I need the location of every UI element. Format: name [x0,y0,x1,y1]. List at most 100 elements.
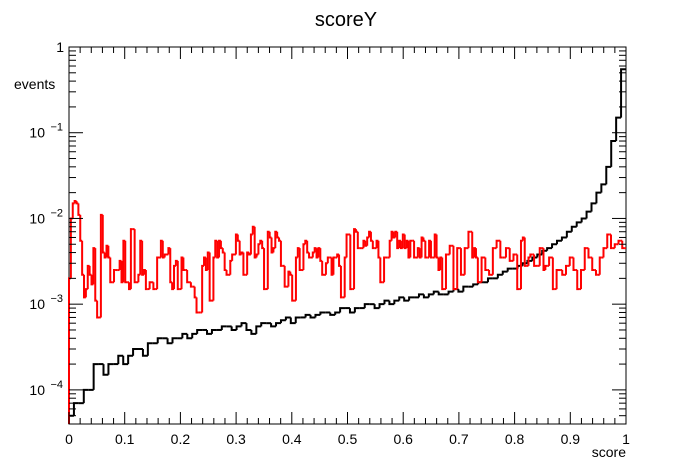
histogram-bin [408,296,415,301]
histogram-bin [144,270,148,291]
y-tick-exponent: −1 [50,122,63,134]
histogram-bin [283,265,287,288]
histogram-bin [319,311,326,315]
x-tick-label: 0.6 [393,431,413,447]
histogram-bin [225,270,229,276]
histogram-bin [210,328,217,334]
histogram-bin [186,333,193,340]
histogram-bin [501,270,508,275]
histogram-bin [117,354,124,365]
histogram-bin [444,253,448,290]
histogram-bin [279,319,286,324]
histogram-bin [363,303,370,309]
histogram-bin [289,317,296,325]
histogram-bin [148,281,152,290]
histogram-bin [521,262,528,266]
histogram-bin [279,240,283,267]
histogram-bin [182,257,186,272]
y-tick-exponent: −2 [50,207,63,219]
histogram-bin [314,313,321,318]
histogram-bin [561,270,565,276]
histogram-bin [166,338,173,345]
histogram-bin [568,256,572,266]
histogram-bin [141,348,148,357]
histogram-bin [398,296,405,301]
histogram-bin [551,243,557,249]
y-tick-label: 10 [29,296,45,312]
histogram-bin [383,299,390,305]
histogram-bin [250,329,257,335]
histogram-bin [544,264,548,271]
histogram-bin [409,239,413,258]
histogram-bin [356,231,360,250]
chart-title: scoreY [315,9,377,31]
histogram-bin [467,230,471,249]
histogram-bin [580,217,587,223]
x-tick-label: 1 [622,431,630,447]
histogram-bin [132,347,139,356]
histogram-bin [595,191,602,204]
histogram-bin [82,388,89,404]
y-axis-label: events [14,76,55,92]
x-tick-label: 0 [65,431,73,447]
histogram-bin [156,337,163,344]
histogram-bin [196,328,203,334]
histogram-bin [508,248,512,262]
histogram-bin [602,247,606,258]
histogram-bin [585,210,592,219]
histogram-bin [176,260,180,291]
histogram-bin [576,270,580,291]
histogram-bin [605,165,612,185]
histogram-bin [575,221,582,227]
histogram-bin [564,264,568,275]
axes-group: 0 0.1 0.2 0.3 0.4 0.5 0.6 0.7 0.8 0.9 110 −410 −310−… [29,39,630,447]
histogram-bin [598,256,602,275]
x-tick-label: 0.5 [338,431,358,447]
histogram-bin [393,299,400,305]
y-tick-label: 1 [56,39,64,55]
histogram-bin [448,244,452,255]
histogram-bin [610,140,617,167]
histogram-bin [107,363,114,375]
histogram-bin [208,252,212,302]
histogram-bin [551,257,555,291]
histogram-bin [606,233,610,249]
histogram-bin [231,253,235,261]
histogram-bin [610,234,613,250]
histogram-bin [621,240,625,250]
histogram-bin [495,239,499,249]
histogram-bin [255,325,262,334]
histogram-bin [308,252,311,259]
histogram-bin [538,247,542,266]
histogram-bin [555,269,559,290]
x-tick-label: 0.1 [115,431,135,447]
histogram-bin [512,253,516,261]
histogram-bin [298,248,302,272]
histogram-bin [171,337,178,344]
histogram-bin [206,329,212,335]
histogram-bin [189,282,193,288]
histogram-bin [304,313,311,318]
histogram-bin [613,243,617,249]
y-tick-label: 10 [29,125,45,141]
histogram-bin [191,332,198,339]
histogram-bin [565,230,572,238]
x-tick-label: 0.3 [226,431,246,447]
histogram-bin [615,116,622,142]
histogram-bin [284,316,291,321]
y-tick-exponent: −4 [50,379,63,391]
histogram-bin [275,322,281,327]
histogram-bin [353,307,360,313]
histogram-bin [457,289,464,293]
histogram-bin [113,269,116,283]
histogram-bin [452,245,456,291]
histogram-bin [388,300,395,306]
histogram-bin [447,290,454,295]
histogram-bin [242,252,246,276]
histogram-bin [383,256,386,283]
histogram-bin [583,247,587,271]
histogram-bin [263,248,266,291]
histogram-bin [163,253,167,258]
